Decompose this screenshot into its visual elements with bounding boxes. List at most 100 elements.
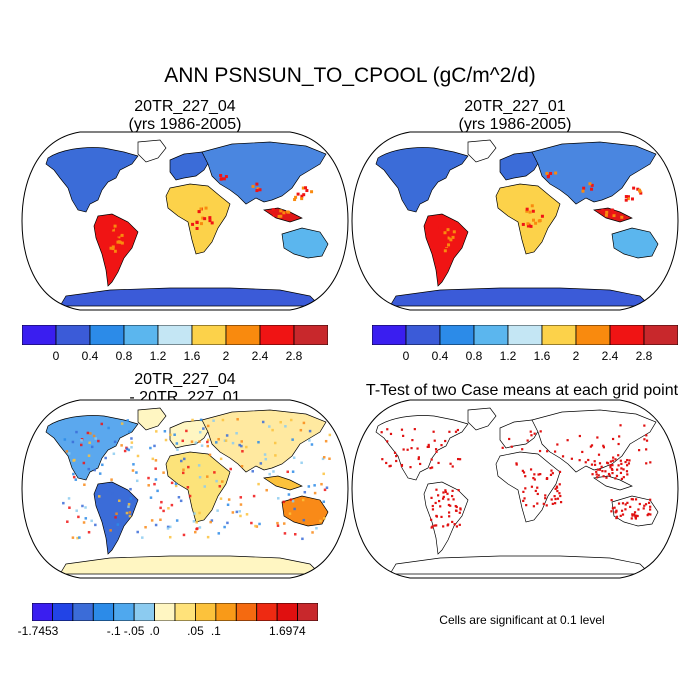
grid-cell <box>87 530 91 534</box>
colorbar-tick-label: .0 <box>149 624 160 638</box>
significant-cell <box>615 515 619 518</box>
significant-cell <box>556 443 559 446</box>
grid-cell <box>198 440 201 443</box>
significant-cell <box>416 447 419 450</box>
land-samerica <box>423 481 469 555</box>
significant-cell <box>430 466 434 469</box>
significant-cell <box>457 489 460 492</box>
grid-cell <box>129 487 132 491</box>
significant-cell <box>614 477 617 480</box>
colorbar-tick-label: 0.8 <box>465 349 483 363</box>
grid-cell <box>604 213 608 217</box>
land-greenland <box>137 139 167 163</box>
grid-cell <box>235 432 238 435</box>
significant-cell <box>521 469 524 472</box>
significant-cell <box>626 464 629 467</box>
significant-cell <box>550 498 553 501</box>
grid-cell <box>76 536 79 540</box>
grid-cell <box>72 472 75 476</box>
grid-cell <box>443 249 447 253</box>
grid-cell <box>82 461 86 465</box>
grid-cell <box>240 440 243 443</box>
grid-cell <box>163 430 167 433</box>
significant-cell <box>600 465 603 468</box>
grid-cell <box>624 195 628 199</box>
grid-cell <box>241 450 244 453</box>
significant-cell <box>637 508 640 511</box>
grid-cell <box>289 418 293 422</box>
grid-cell <box>199 222 203 226</box>
grid-cell <box>293 198 297 202</box>
grid-cell <box>245 513 249 516</box>
colorbar-box <box>473 325 509 345</box>
grid-cell <box>110 478 113 481</box>
significant-cell <box>508 437 511 441</box>
grid-cell <box>73 458 76 462</box>
grid-cell <box>118 499 121 502</box>
grid-cell <box>62 501 65 505</box>
land-europe <box>169 151 211 181</box>
significant-cell <box>614 511 617 514</box>
colorbar-tick-label: 2.4 <box>601 349 619 363</box>
grid-cell <box>277 497 280 500</box>
grid-cell <box>626 195 630 199</box>
grid-cell <box>301 186 305 190</box>
grid-cell <box>238 510 241 513</box>
grid-cell <box>639 191 643 195</box>
grid-cell <box>77 515 80 519</box>
grid-cell <box>111 249 115 253</box>
significant-cell <box>458 458 462 461</box>
grid-cell <box>265 488 268 492</box>
significant-cell <box>626 458 629 462</box>
significant-cell <box>590 444 594 447</box>
grid-cell <box>153 444 156 448</box>
grid-cell <box>525 207 529 211</box>
grid-cell <box>111 226 115 230</box>
significant-cell <box>611 471 614 475</box>
grid-cell <box>315 526 318 530</box>
land-africa <box>165 451 231 523</box>
grid-cell <box>195 226 199 230</box>
grid-cell <box>529 224 533 228</box>
grid-cell <box>90 519 93 523</box>
grid-cell <box>169 433 172 437</box>
grid-cell <box>198 511 201 515</box>
significant-cell <box>619 514 622 517</box>
significant-cell <box>446 524 449 527</box>
colorbar-box <box>72 603 94 621</box>
grid-cell <box>120 422 124 425</box>
grid-cell <box>159 506 162 510</box>
significant-cell <box>455 509 458 512</box>
significant-cell <box>389 432 393 436</box>
colorbar-difference-labels: -1.7453 -.1 -.05 .0 .05 .1 1.6974 <box>18 624 318 640</box>
grid-cell <box>291 499 295 503</box>
significant-cell <box>578 459 581 462</box>
colorbar-box <box>235 603 258 621</box>
grid-cell <box>141 536 144 539</box>
grid-cell <box>162 471 165 474</box>
significant-cell <box>556 489 559 493</box>
colorbar-tick-label: 0 <box>402 349 410 363</box>
grid-cell <box>217 532 221 535</box>
significant-cell <box>431 508 435 511</box>
colorbar-tick-label: 1.6974 <box>268 624 306 638</box>
grid-cell <box>303 490 307 494</box>
significant-cell <box>427 443 430 447</box>
significant-cell <box>433 439 436 442</box>
land-australia <box>611 227 659 259</box>
grid-cell <box>203 485 207 488</box>
grid-cell <box>289 498 293 501</box>
land-asia <box>531 141 657 205</box>
grid-cell <box>632 186 636 190</box>
land-antarctica <box>389 555 651 575</box>
significant-cell <box>515 462 518 465</box>
significant-cell <box>559 494 562 498</box>
significant-cell <box>434 501 437 505</box>
grid-cell <box>282 211 286 215</box>
significant-cell <box>645 439 649 442</box>
colorbar-tick-label: 0.8 <box>115 349 133 363</box>
significant-cell <box>536 502 539 505</box>
grid-cell <box>277 214 281 218</box>
significant-cell <box>643 438 646 441</box>
grid-cell <box>84 517 88 520</box>
